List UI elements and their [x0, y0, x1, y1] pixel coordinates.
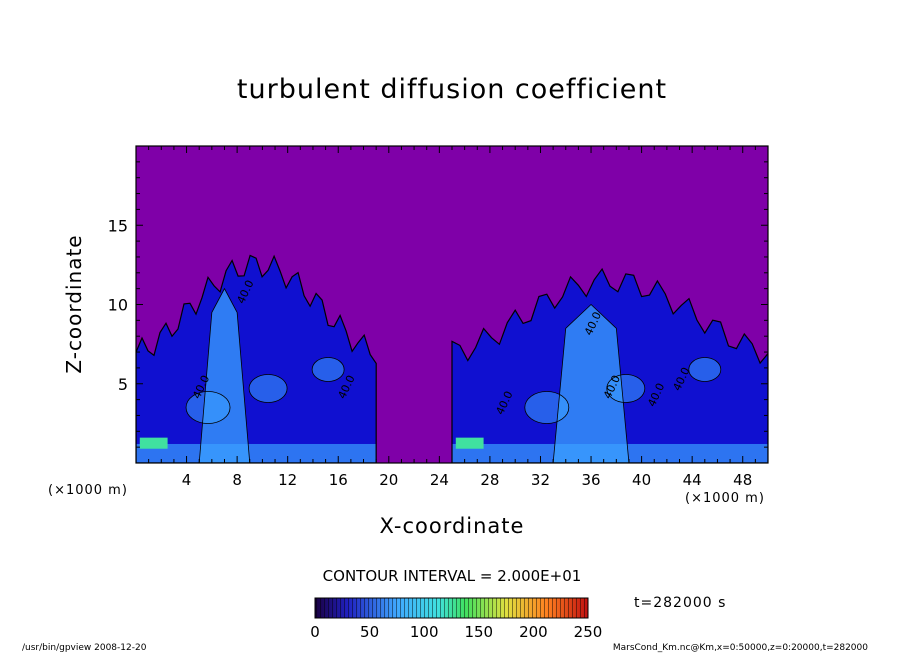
x-tick-label: 40	[632, 471, 651, 489]
eddy	[606, 374, 646, 403]
x-tick-label: 44	[683, 471, 702, 489]
colorbar-frame	[314, 597, 589, 619]
x-tick-label: 8	[232, 471, 242, 489]
footer-left: /usr/bin/gpview 2008-12-20	[22, 643, 147, 653]
colorbar-tick-label: 100	[410, 623, 439, 641]
plume-core	[553, 304, 629, 463]
heatmap-field	[136, 255, 768, 463]
eddy	[688, 357, 722, 382]
footer-right: MarsCond_Km.nc@Km,x=0:50000,z=0:20000,t=…	[612, 643, 868, 653]
x-axis-unit: (×1000 m)	[685, 491, 765, 506]
eddy	[248, 374, 288, 403]
eddy	[185, 391, 231, 424]
colorbar-tick-label: 50	[360, 623, 379, 641]
eddy	[524, 391, 570, 424]
y-axis-label: Z-coordinate	[62, 234, 86, 374]
eddy	[311, 357, 345, 382]
y-tick-label: 5	[118, 375, 128, 394]
x-tick-label: 16	[329, 471, 348, 489]
contour-interval-label: CONTOUR INTERVAL = 2.000E+01	[322, 567, 582, 585]
x-tick-label: 32	[531, 471, 550, 489]
chart-title: turbulent diffusion coefficient	[236, 74, 668, 105]
time-label: t=282000 s	[634, 595, 727, 611]
y-axis-unit: (×1000 m)	[48, 483, 128, 498]
core-contour	[552, 303, 630, 463]
y-tick-label: 15	[108, 216, 128, 235]
colorbar-tick-label: 150	[464, 623, 493, 641]
y-axis-ticks: 5 10 15	[108, 161, 768, 448]
x-tick-label: 36	[581, 471, 600, 489]
x-tick-label: 48	[733, 471, 752, 489]
x-tick-label: 20	[379, 471, 398, 489]
colorbar-stripes	[315, 598, 588, 618]
plume-contour	[136, 254, 377, 463]
surface-layer	[452, 443, 768, 463]
surface-hotspot	[139, 437, 168, 449]
surface-layer	[136, 443, 377, 463]
colorbar-tick-label: 250	[574, 623, 603, 641]
colorbar-tick-label: 200	[519, 623, 548, 641]
colorbar-ticks: 0 50 100 150 200 250	[310, 623, 602, 641]
x-tick-label: 4	[182, 471, 192, 489]
x-tick-label: 24	[430, 471, 449, 489]
x-axis-ticks: 4 8 12 16 20 24 28 32 36 40 44 48	[148, 146, 756, 489]
colorbar-tick-label: 0	[310, 623, 320, 641]
surface-hotspot	[455, 437, 484, 449]
contour-lines	[136, 254, 768, 463]
x-tick-label: 12	[278, 471, 297, 489]
plume-contour	[451, 267, 768, 463]
core-contour	[198, 287, 251, 463]
x-tick-label: 28	[480, 471, 499, 489]
y-tick-label: 10	[108, 296, 128, 315]
x-axis-label: X-coordinate	[379, 514, 525, 538]
